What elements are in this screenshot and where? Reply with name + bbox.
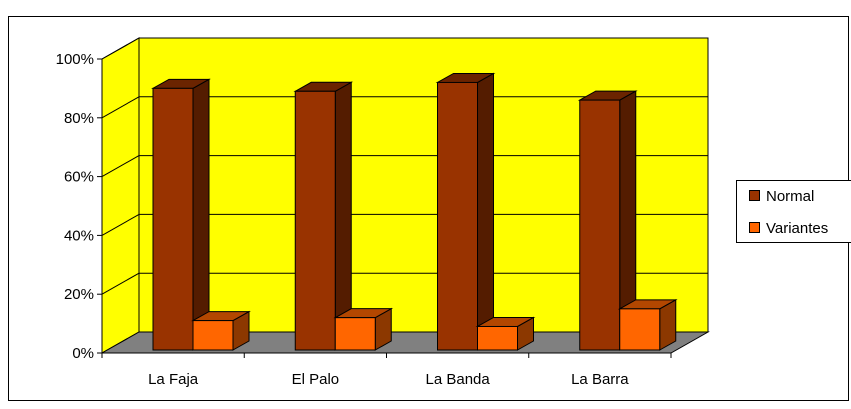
y-tick-label: 40% — [64, 227, 94, 244]
bar-variantes-3 — [620, 300, 676, 350]
y-tick-label: 0% — [72, 345, 94, 362]
bar-side — [193, 79, 209, 350]
bar-normal-1 — [295, 82, 351, 350]
bar-variantes-2 — [478, 317, 534, 350]
bar-front — [295, 91, 335, 350]
bar-front — [438, 82, 478, 350]
y-tick-label: 100% — [56, 51, 94, 68]
x-tick-label: La Barra — [571, 371, 629, 388]
x-tick-label: El Palo — [292, 371, 340, 388]
bar-front — [335, 318, 375, 350]
x-tick-label: La Faja — [148, 371, 199, 388]
bar-variantes-1 — [335, 309, 391, 350]
y-tick-label: 20% — [64, 286, 94, 303]
bar-front — [620, 309, 660, 350]
legend-swatch-variantes — [750, 223, 760, 233]
bar-variantes-0 — [193, 312, 249, 350]
bar-normal-2 — [438, 73, 494, 350]
x-tick-label: La Banda — [426, 371, 491, 388]
legend-label-variantes: Variantes — [766, 220, 828, 237]
y-tick-label: 80% — [64, 110, 94, 127]
bar-front — [478, 326, 518, 350]
bar-front — [580, 100, 620, 350]
bar-front — [193, 321, 233, 350]
plot-side-wall — [102, 38, 139, 353]
y-tick-label: 60% — [64, 169, 94, 186]
legend-label-normal: Normal — [766, 188, 814, 205]
bar-front — [153, 88, 193, 350]
bar-side — [478, 73, 494, 350]
legend: Normal Variantes — [737, 181, 851, 243]
legend-swatch-normal — [750, 191, 760, 201]
bar-normal-0 — [153, 79, 209, 350]
